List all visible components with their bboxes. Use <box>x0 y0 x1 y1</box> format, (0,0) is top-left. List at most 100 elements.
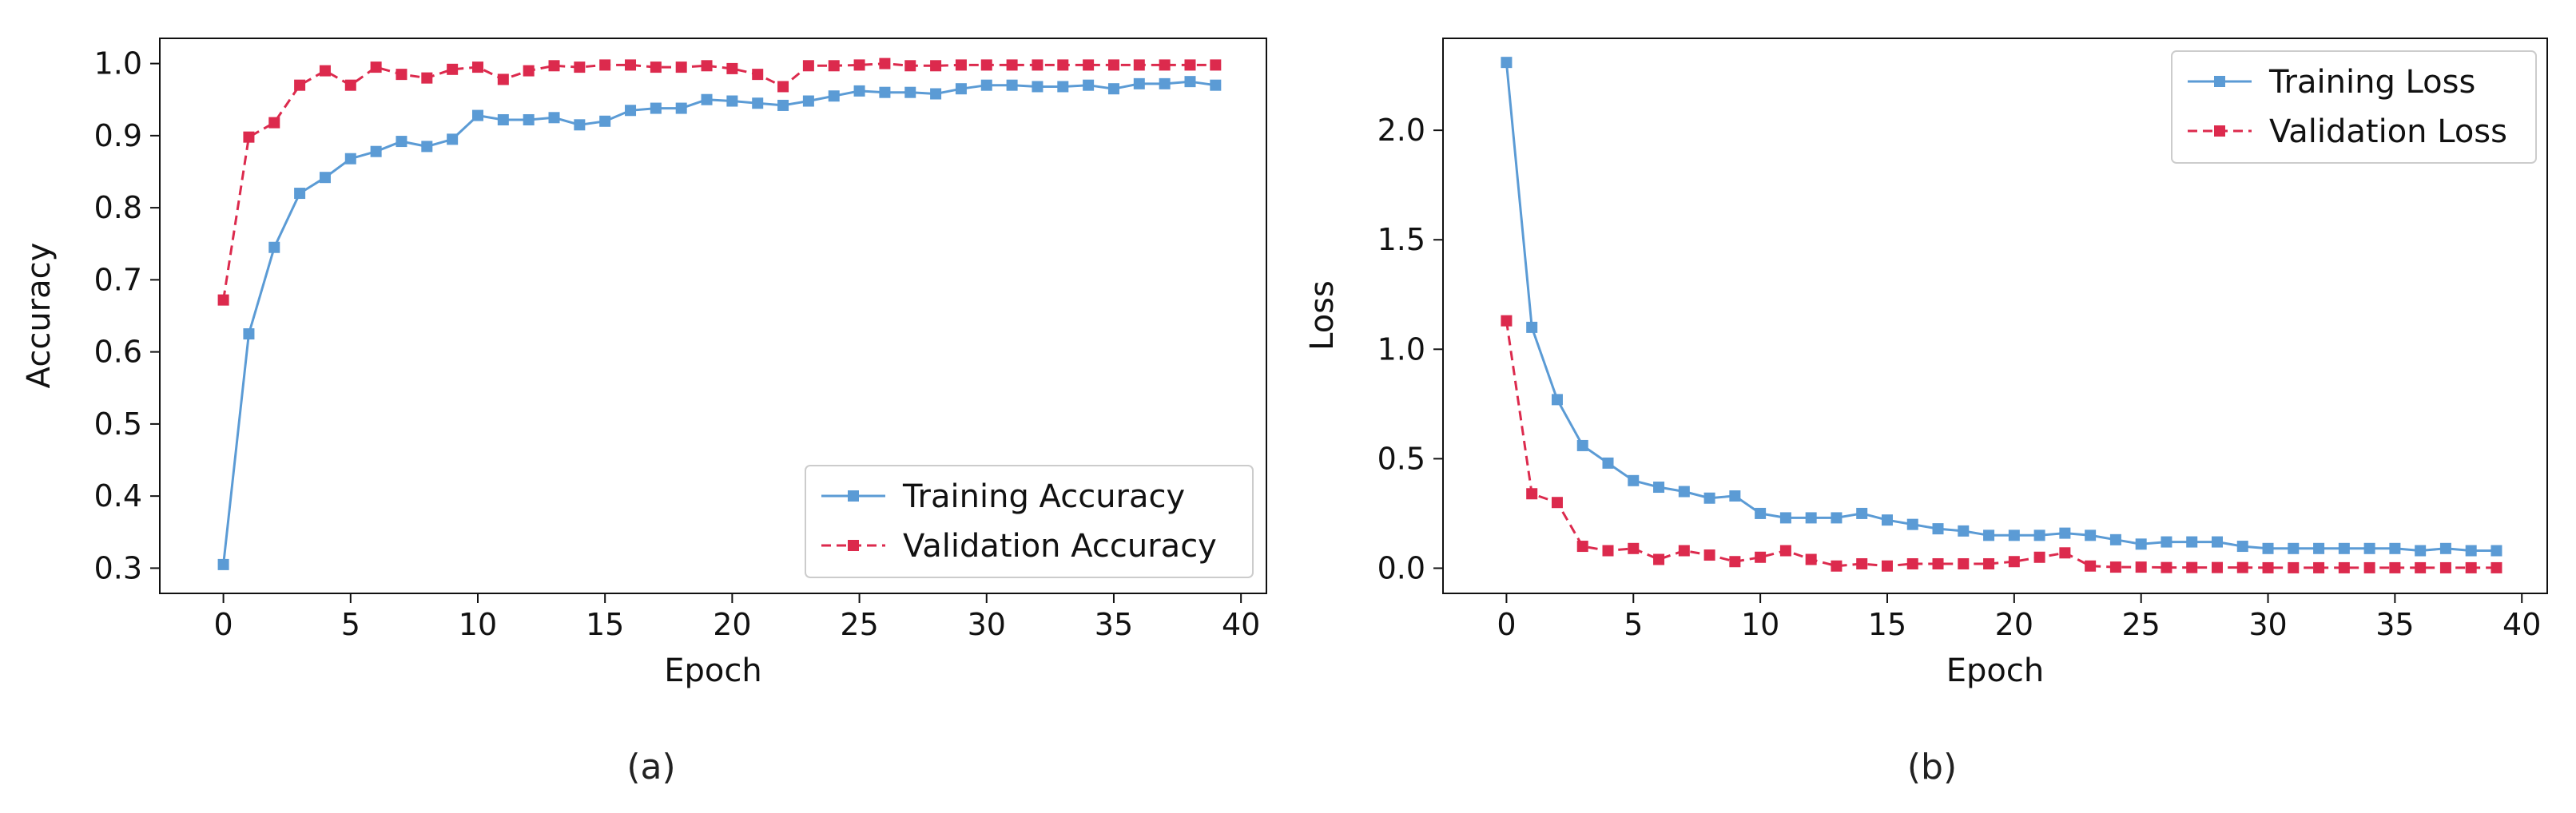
data-point <box>752 69 764 81</box>
x-tick-label: 20 <box>713 607 751 642</box>
data-point <box>1210 59 1222 71</box>
data-point <box>523 65 535 77</box>
data-point <box>1703 549 1715 561</box>
data-point <box>1856 557 1868 569</box>
data-point <box>1576 439 1588 451</box>
x-tick-label: 30 <box>968 607 1006 642</box>
data-point <box>1526 321 1538 333</box>
data-point <box>1831 560 1843 572</box>
data-point <box>1729 490 1741 502</box>
data-point <box>1779 512 1791 524</box>
data-point <box>701 60 713 72</box>
data-point <box>548 60 560 72</box>
x-tick-label: 35 <box>2375 607 2414 642</box>
data-point <box>1210 79 1222 91</box>
x-axis-label: Epoch <box>1946 652 2044 689</box>
data-point <box>2262 561 2274 573</box>
data-point <box>599 115 611 127</box>
chart-a: 0 5 10 15 20 25 30 35 40 0.3 0.4 0.5 0.6 0.7 0.8 0.9 1.0… <box>21 38 1267 787</box>
data-point <box>1184 76 1196 88</box>
series-training-accuracy <box>217 76 1222 570</box>
data-point <box>2186 561 2198 573</box>
data-point <box>1779 545 1791 557</box>
data-point <box>777 99 789 111</box>
data-point <box>675 61 687 73</box>
x-tick-label: 5 <box>341 607 360 642</box>
data-point <box>421 72 433 84</box>
x-tick-label: 40 <box>2502 607 2541 642</box>
data-point <box>1628 542 1640 554</box>
chart-b: 0 5 10 15 20 25 30 35 40 0.0 0.5 1.0 1.5 2.0 Epoch Loss… <box>1304 38 2548 787</box>
data-point <box>1805 512 1817 524</box>
data-point <box>726 62 738 74</box>
data-point <box>1083 59 1095 71</box>
data-point <box>930 60 942 72</box>
data-point <box>726 95 738 107</box>
data-point <box>2211 561 2223 573</box>
series-validation-loss <box>1501 315 2502 573</box>
data-point <box>1983 557 1995 569</box>
data-point <box>344 79 356 91</box>
data-point <box>471 61 483 73</box>
data-point <box>1653 553 1665 565</box>
data-point <box>980 59 992 71</box>
data-point <box>1133 59 1145 71</box>
data-point <box>2109 533 2121 545</box>
data-point <box>802 95 814 107</box>
data-point <box>243 131 255 143</box>
data-point <box>904 86 916 98</box>
data-point <box>217 294 229 306</box>
plot-frame <box>1442 38 2548 594</box>
data-point <box>1831 512 1843 524</box>
y-tick-label: 0.3 <box>94 550 142 585</box>
data-point <box>447 133 459 145</box>
series-validation-accuracy <box>217 58 1222 306</box>
data-point <box>2059 547 2071 559</box>
data-point <box>2313 561 2325 573</box>
data-point <box>599 59 611 71</box>
data-point <box>828 60 840 72</box>
x-tick-label: 15 <box>1868 607 1906 642</box>
y-tick-label: 0.8 <box>94 190 142 225</box>
data-point <box>294 188 306 200</box>
y-tick-label: 0.4 <box>94 478 142 514</box>
y-axis-label: Accuracy <box>21 243 58 389</box>
data-point <box>1881 560 1893 572</box>
data-point <box>2389 561 2401 573</box>
data-point <box>497 113 509 125</box>
data-point <box>1653 482 1665 494</box>
data-point <box>650 102 662 114</box>
plot-frame <box>159 38 1267 594</box>
data-point <box>1057 81 1069 93</box>
data-point <box>2161 561 2173 573</box>
y-tick-label: 1.5 <box>1377 222 1425 257</box>
data-point <box>1628 474 1640 486</box>
x-tick-label: 0 <box>214 607 233 642</box>
data-point <box>1932 523 1944 535</box>
data-point <box>1083 79 1095 91</box>
x-tick-label: 0 <box>1497 607 1516 642</box>
series-line <box>1505 62 2497 553</box>
data-point <box>421 141 433 153</box>
data-point <box>2491 561 2502 573</box>
data-point <box>523 113 535 125</box>
data-point <box>1032 81 1044 93</box>
x-tick-label: 35 <box>1095 607 1133 642</box>
data-point <box>2491 545 2502 557</box>
data-point <box>650 61 662 73</box>
x-tick-label: 25 <box>2121 607 2160 642</box>
data-point <box>1755 551 1767 563</box>
data-point <box>701 93 713 105</box>
data-point <box>1526 488 1538 500</box>
y-tick-label: 1.0 <box>94 46 142 81</box>
data-point <box>904 60 916 72</box>
data-point <box>1184 59 1196 71</box>
data-point <box>2135 561 2147 573</box>
data-point <box>1159 59 1171 71</box>
data-point <box>447 63 459 75</box>
data-point <box>2008 556 2020 568</box>
data-point <box>2338 542 2350 554</box>
data-point <box>1501 57 1513 69</box>
data-point <box>396 69 407 81</box>
data-point <box>548 112 560 124</box>
